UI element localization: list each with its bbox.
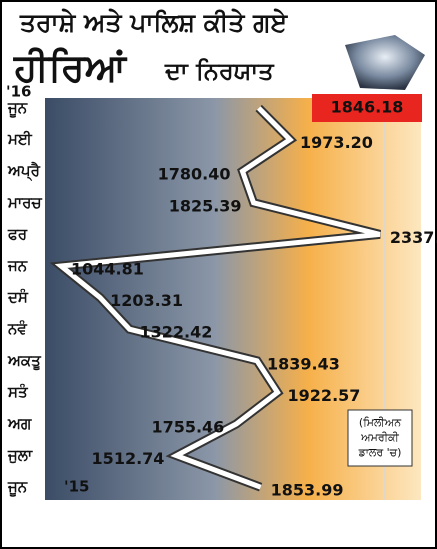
data-label: 1322.42 xyxy=(139,323,212,342)
unit-note: ਡਾਲਰ 'ਚ) xyxy=(358,446,402,459)
data-label: 1044.81 xyxy=(71,260,144,279)
y-tick-label: ਜੂਨ xyxy=(7,99,28,118)
y-tick-label: ਜੂਨ xyxy=(7,478,28,497)
y-tick-label: ਅਗ xyxy=(7,415,32,433)
y-tick-label: ਦਸੰ xyxy=(7,287,29,306)
data-label: 1922.57 xyxy=(288,386,361,405)
y-tick-label: ਮਈ xyxy=(7,130,33,148)
diamond-image xyxy=(345,35,425,90)
data-label: 1839.43 xyxy=(267,354,340,373)
chart-subtitle-big: ਹੀਰਿਆਂ xyxy=(13,46,128,90)
y-tick-label: ਨਵੰ xyxy=(7,319,27,338)
y-tick-label: ਸਤੰ xyxy=(7,382,29,401)
line xyxy=(54,106,381,490)
year-label: '16 xyxy=(6,83,31,101)
unit-note: ਅਮਰੀਕੀ xyxy=(360,431,399,444)
data-label: 2337.47 xyxy=(390,228,437,247)
chart-subtitle: ਦਾ ਨਿਰਯਾਤ xyxy=(164,57,275,85)
data-label: 1825.39 xyxy=(169,196,242,215)
data-label: 1512.74 xyxy=(92,449,165,468)
data-label: 1846.18 xyxy=(331,98,404,117)
y-tick-label: ਅਪ੍ਰੈ xyxy=(7,162,41,183)
data-label: 1853.99 xyxy=(271,481,344,500)
y-tick-label: ਜੁਲਾ xyxy=(7,446,33,464)
year-label: '15 xyxy=(64,478,89,496)
data-label: 1973.20 xyxy=(300,133,373,152)
y-tick-label: ਅਕਤੂ xyxy=(7,351,42,370)
data-label: 1203.31 xyxy=(110,291,183,310)
y-tick-label: ਫਰ xyxy=(7,225,28,243)
data-label: 1755.46 xyxy=(151,418,224,437)
data-label: 1780.40 xyxy=(158,165,231,184)
unit-note: (ਮਿਲੀਅਨ xyxy=(359,416,402,429)
highlight-box xyxy=(312,94,422,122)
y-tick-label: ਮਾਰਚ xyxy=(7,193,42,211)
chart-title: ਤਰਾਸ਼ੇ ਅਤੇ ਪਾਲਿਸ਼ ਕੀਤੇ ਗਏ xyxy=(19,8,288,37)
unit-box xyxy=(347,409,413,467)
y-tick-label: ਜਨ xyxy=(7,257,28,275)
